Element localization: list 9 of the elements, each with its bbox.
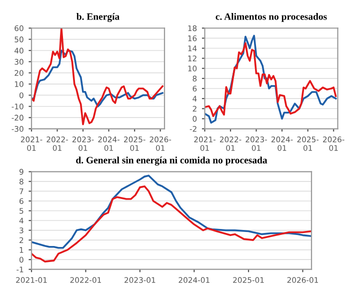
line-series <box>32 28 164 126</box>
line-series <box>32 50 164 108</box>
chart-title: c. Alimentos no procesados <box>216 13 327 22</box>
line-series <box>32 185 312 262</box>
chart-title: b. Energía <box>76 13 120 22</box>
chart-title: d. General sin energía ni comida no procesada <box>76 156 268 166</box>
line-series <box>204 34 337 124</box>
line-series <box>32 174 312 249</box>
line-series <box>204 42 337 118</box>
